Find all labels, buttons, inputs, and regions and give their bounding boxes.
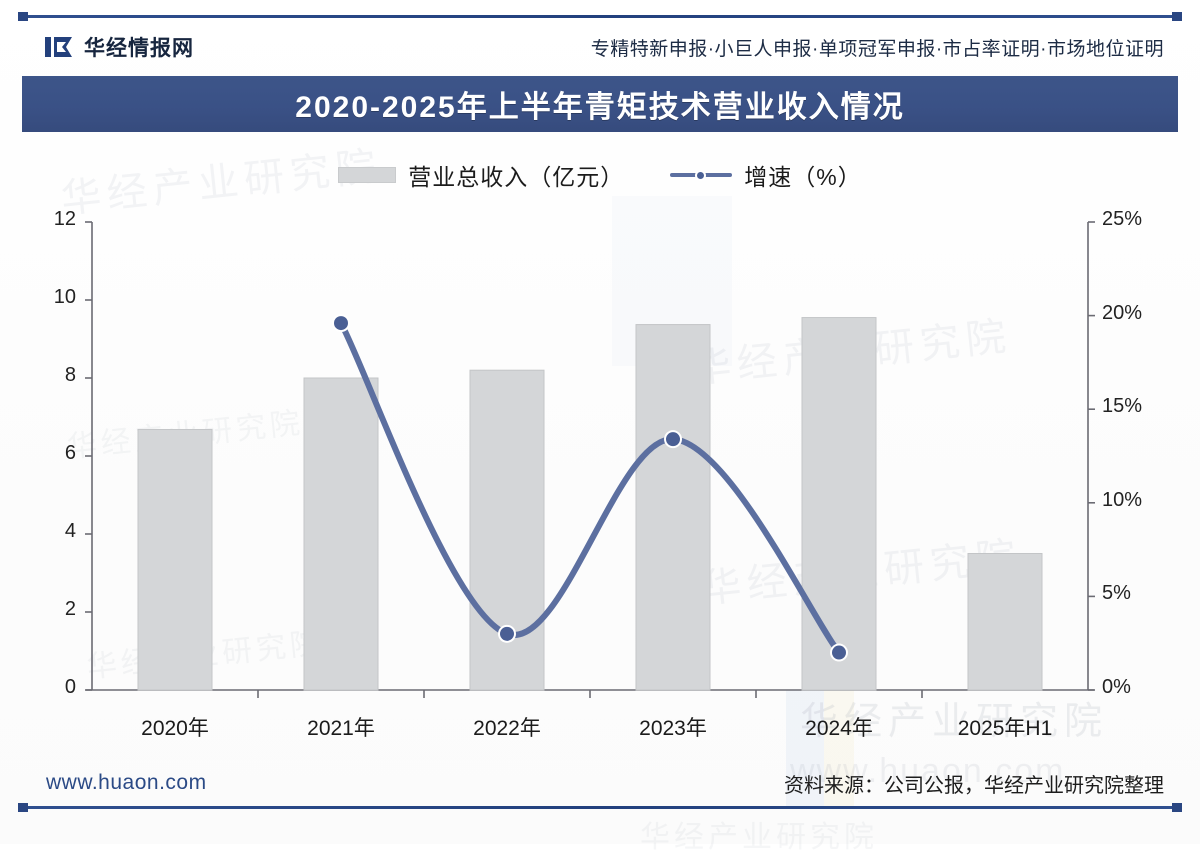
y-axis-tick-label: 2 <box>64 598 76 620</box>
y-axis-tick-label: 8 <box>64 364 76 386</box>
legend-label-growth: 增速（%） <box>744 164 862 190</box>
y-axis-tick-label: 10 <box>53 286 76 308</box>
x-axis-tick-label: 2024年 <box>805 717 873 740</box>
brand: 华经情报网 <box>22 32 194 62</box>
y-axis-tick-label: 4 <box>64 520 76 542</box>
divider-cap-left <box>18 12 28 21</box>
bar <box>137 428 213 691</box>
bar <box>801 317 877 691</box>
chart-title-bar: 2020-2025年上半年青矩技术营业收入情况 <box>22 76 1178 132</box>
bar <box>967 553 1043 691</box>
page-footer: www.huaon.com 资料来源：公司公报，华经产业研究院整理 <box>22 762 1178 804</box>
y-axis-tick-label: 6 <box>64 442 76 464</box>
y-axis-tick-label: 12 <box>53 208 76 230</box>
top-divider <box>18 12 1182 21</box>
divider-cap-right <box>1172 803 1182 812</box>
x-axis-tick-label: 2021年 <box>307 717 375 740</box>
x-axis-tick-label: 2023年 <box>639 717 707 740</box>
legend-item-growth: 增速（%） <box>670 158 861 192</box>
bottom-divider <box>18 803 1182 812</box>
y2-axis-tick-label: 10% <box>1102 488 1143 511</box>
chart-legend: 营业总收入（亿元） 增速（%） <box>0 152 1200 198</box>
x-axis-tick-label: 2025年H1 <box>957 717 1053 740</box>
y2-axis-tick-label: 15% <box>1102 395 1143 418</box>
page-header: 华经情报网 专精特新申报·小巨人申报·单项冠军申报·市占率证明·市场地位证明 <box>22 22 1178 72</box>
y2-axis-tick-label: 25% <box>1102 208 1143 230</box>
y2-axis-tick-label: 5% <box>1102 582 1131 605</box>
divider-cap-right <box>1172 12 1182 21</box>
bar <box>303 377 379 691</box>
footer-site-link[interactable]: www.huaon.com <box>46 771 207 794</box>
growth-line <box>338 320 842 656</box>
bar <box>635 324 711 691</box>
legend-label-revenue: 营业总收入（亿元） <box>408 164 625 190</box>
footer-source: 资料来源：公司公报，华经产业研究院整理 <box>784 774 1164 797</box>
line-marker <box>334 316 348 331</box>
x-axis-tick-label: 2020年 <box>141 717 209 740</box>
divider-cap-left <box>18 803 28 812</box>
x-axis-tick-label: 2022年 <box>473 717 541 740</box>
line-marker <box>832 645 846 660</box>
legend-bar-swatch <box>338 167 397 183</box>
header-tagline: 专精特新申报·小巨人申报·单项冠军申报·市占率证明·市场地位证明 <box>590 38 1164 60</box>
line-marker <box>500 626 514 641</box>
legend-item-revenue: 营业总收入（亿元） <box>338 158 624 192</box>
line-marker <box>666 432 680 447</box>
y2-axis-tick-label: 0% <box>1102 676 1131 698</box>
huajing-logo-icon <box>45 37 72 57</box>
brand-name: 华经情报网 <box>84 37 194 60</box>
page-title: 2020-2025年上半年青矩技术营业收入情况 <box>295 91 905 124</box>
y-axis-tick-label: 0 <box>64 676 76 698</box>
y2-axis-tick-label: 20% <box>1102 301 1143 324</box>
legend-line-swatch <box>670 168 733 182</box>
